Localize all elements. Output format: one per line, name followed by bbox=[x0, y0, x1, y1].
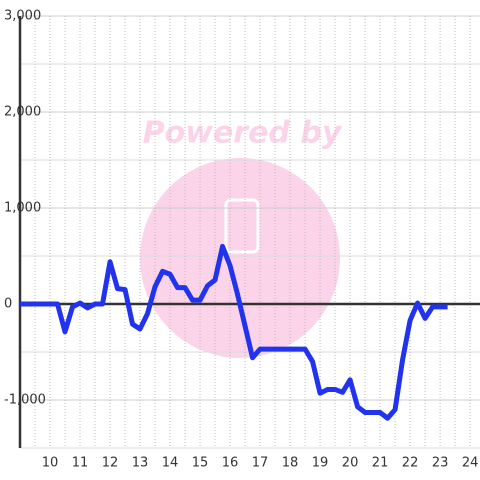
x-tick-label: 22 bbox=[402, 456, 419, 471]
y-tick-label: 0 bbox=[4, 297, 12, 312]
y-tick-label: 2,000 bbox=[4, 105, 41, 120]
x-tick-label: 14 bbox=[162, 456, 179, 471]
x-tick-label: 24 bbox=[462, 456, 479, 471]
x-tick-label: 12 bbox=[102, 456, 119, 471]
watermark-text: Powered by bbox=[143, 116, 343, 151]
x-tick-label: 23 bbox=[432, 456, 449, 471]
y-tick-label: 3,000 bbox=[4, 9, 41, 24]
y-tick-label: 1,000 bbox=[4, 201, 41, 216]
x-tick-label: 15 bbox=[192, 456, 209, 471]
y-tick-label: -1,000 bbox=[4, 393, 46, 408]
x-tick-label: 17 bbox=[252, 456, 269, 471]
x-tick-label: 16 bbox=[222, 456, 239, 471]
x-tick-label: 21 bbox=[372, 456, 389, 471]
x-tick-label: 18 bbox=[282, 456, 299, 471]
data-line bbox=[20, 243, 448, 421]
x-tick-label: 13 bbox=[132, 456, 149, 471]
x-tick-label: 10 bbox=[42, 456, 59, 471]
x-tick-label: 11 bbox=[72, 456, 89, 471]
x-tick-label: 20 bbox=[342, 456, 359, 471]
watermark-logo bbox=[224, 198, 260, 254]
x-tick-label: 19 bbox=[312, 456, 329, 471]
